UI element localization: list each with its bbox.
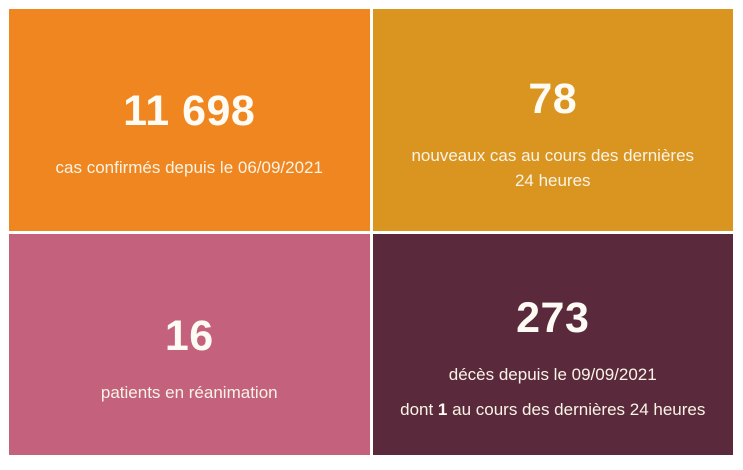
deaths-last-24h-suffix: au cours des dernières 24 heures [447,400,706,420]
stats-board: 11 698 cas confirmés depuis le 06/09/202… [9,9,733,455]
deaths-last-24h-line: dont 1 au cours des dernières 24 heures [400,397,705,422]
confirmed-cases-value: 11 698 [123,87,256,136]
deaths-last-24h-prefix: dont [400,400,438,420]
tile-reanimation-patients: 16 patients en réanimation [9,233,370,455]
reanimation-patients-value: 16 [164,311,214,360]
tile-new-cases: 78 nouveaux cas au cours des dernières 2… [372,9,733,231]
deaths-value: 273 [516,294,590,343]
new-cases-label: nouveaux cas au cours des dernières 24 h… [411,143,694,193]
new-cases-label-line2: 24 heures [514,170,591,190]
confirmed-cases-label: cas confirmés depuis le 06/09/2021 [55,158,323,178]
new-cases-value: 78 [528,74,578,123]
tile-confirmed-cases: 11 698 cas confirmés depuis le 06/09/202… [9,9,370,231]
new-cases-label-line1: nouveaux cas au cours des dernières [411,145,695,165]
tile-deaths: 273 décès depuis le 09/09/2021 dont 1 au… [372,233,733,455]
reanimation-patients-label: patients en réanimation [100,382,278,402]
deaths-label: décès depuis le 09/09/2021 [448,365,657,385]
deaths-last-24h-count: 1 [437,400,448,420]
